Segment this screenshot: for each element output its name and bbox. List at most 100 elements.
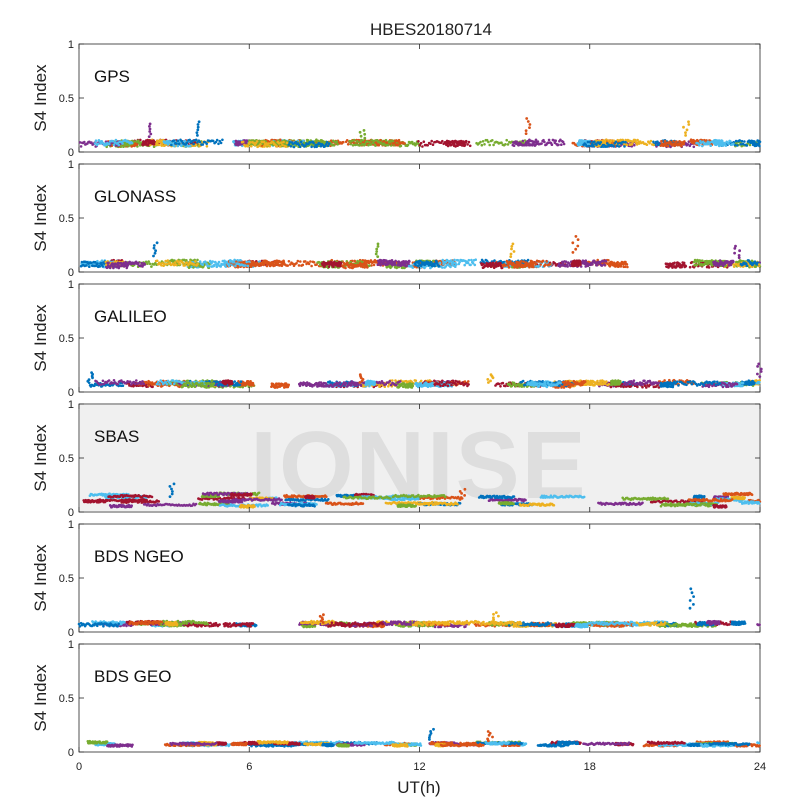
data-point <box>101 265 104 268</box>
data-point <box>736 144 739 147</box>
spike-point <box>525 117 529 120</box>
data-point <box>481 140 485 143</box>
data-point <box>232 261 236 264</box>
data-point <box>268 144 272 148</box>
data-point <box>172 139 176 142</box>
data-point <box>743 140 746 143</box>
data-point <box>155 259 159 263</box>
data-point <box>419 141 423 145</box>
data-point <box>281 143 284 147</box>
data-point <box>94 139 98 142</box>
data-point <box>327 265 331 269</box>
data-point <box>332 144 336 147</box>
data-point <box>579 263 582 266</box>
data-point <box>497 382 501 386</box>
data-point <box>327 142 331 145</box>
data-point <box>595 143 598 147</box>
data-point <box>345 139 349 142</box>
data-point <box>629 143 633 146</box>
data-point <box>654 143 657 147</box>
data-point <box>339 264 342 268</box>
data-point <box>578 260 582 264</box>
data-point <box>557 143 560 147</box>
spike-point <box>574 235 578 238</box>
data-point <box>534 262 538 265</box>
data-point <box>564 260 568 264</box>
spike-point <box>733 251 736 255</box>
data-point <box>383 143 387 147</box>
data-point <box>660 139 663 143</box>
data-point <box>493 259 496 262</box>
data-point <box>684 264 688 268</box>
data-point <box>263 145 266 148</box>
data-point <box>335 140 339 143</box>
data-point <box>219 141 223 145</box>
data-point <box>741 142 745 146</box>
spike-point <box>576 244 580 248</box>
data-point <box>507 266 511 269</box>
data-point <box>633 143 636 147</box>
data-point <box>609 139 613 143</box>
data-point <box>663 379 666 382</box>
data-point <box>248 141 252 144</box>
data-point <box>584 259 588 263</box>
data-point <box>277 142 281 145</box>
data-point <box>543 140 546 144</box>
data-point <box>683 140 686 143</box>
data-point <box>536 140 540 143</box>
data-point <box>442 263 445 266</box>
data-point <box>368 264 371 268</box>
data-point <box>217 142 220 146</box>
data-point <box>301 263 305 267</box>
data-point <box>259 143 262 146</box>
data-point <box>277 260 280 264</box>
spike-point <box>738 249 741 253</box>
data-point <box>625 263 629 266</box>
data-point <box>757 263 761 266</box>
data-point <box>614 140 618 144</box>
data-point <box>245 260 248 264</box>
data-point <box>393 263 397 267</box>
data-point <box>310 264 313 268</box>
data-point <box>168 261 172 264</box>
data-point <box>453 258 456 262</box>
data-point <box>729 140 732 143</box>
data-point <box>652 143 655 147</box>
data-point <box>739 143 743 146</box>
data-point <box>595 263 599 267</box>
data-point <box>282 263 286 266</box>
data-point <box>391 139 394 143</box>
data-point <box>266 139 270 143</box>
data-point <box>675 140 678 143</box>
data-point <box>336 143 340 146</box>
data-point <box>224 264 227 268</box>
data-point <box>607 259 610 262</box>
spike-point <box>196 123 200 126</box>
data-point <box>278 145 282 148</box>
y-axis-label: S4 Index <box>31 64 50 132</box>
data-point <box>492 143 495 147</box>
spike-point <box>737 254 741 257</box>
spike-point <box>362 129 366 132</box>
data-point <box>319 139 323 143</box>
data-point <box>183 139 187 143</box>
spike-point <box>682 125 685 129</box>
spike-point <box>152 244 156 247</box>
data-point <box>217 260 221 264</box>
data-point <box>506 143 510 146</box>
data-point <box>740 139 744 143</box>
data-point <box>463 144 467 147</box>
data-point <box>544 263 547 266</box>
data-point <box>246 144 250 148</box>
data-point <box>356 139 359 143</box>
chart-title: HBES20180714 <box>370 20 492 39</box>
data-point <box>339 261 343 265</box>
data-point <box>212 264 216 268</box>
spike-point <box>155 241 159 245</box>
spike-point <box>510 247 513 251</box>
data-point <box>456 259 460 262</box>
data-point <box>386 143 390 147</box>
y-tick-label: 1 <box>68 159 74 171</box>
